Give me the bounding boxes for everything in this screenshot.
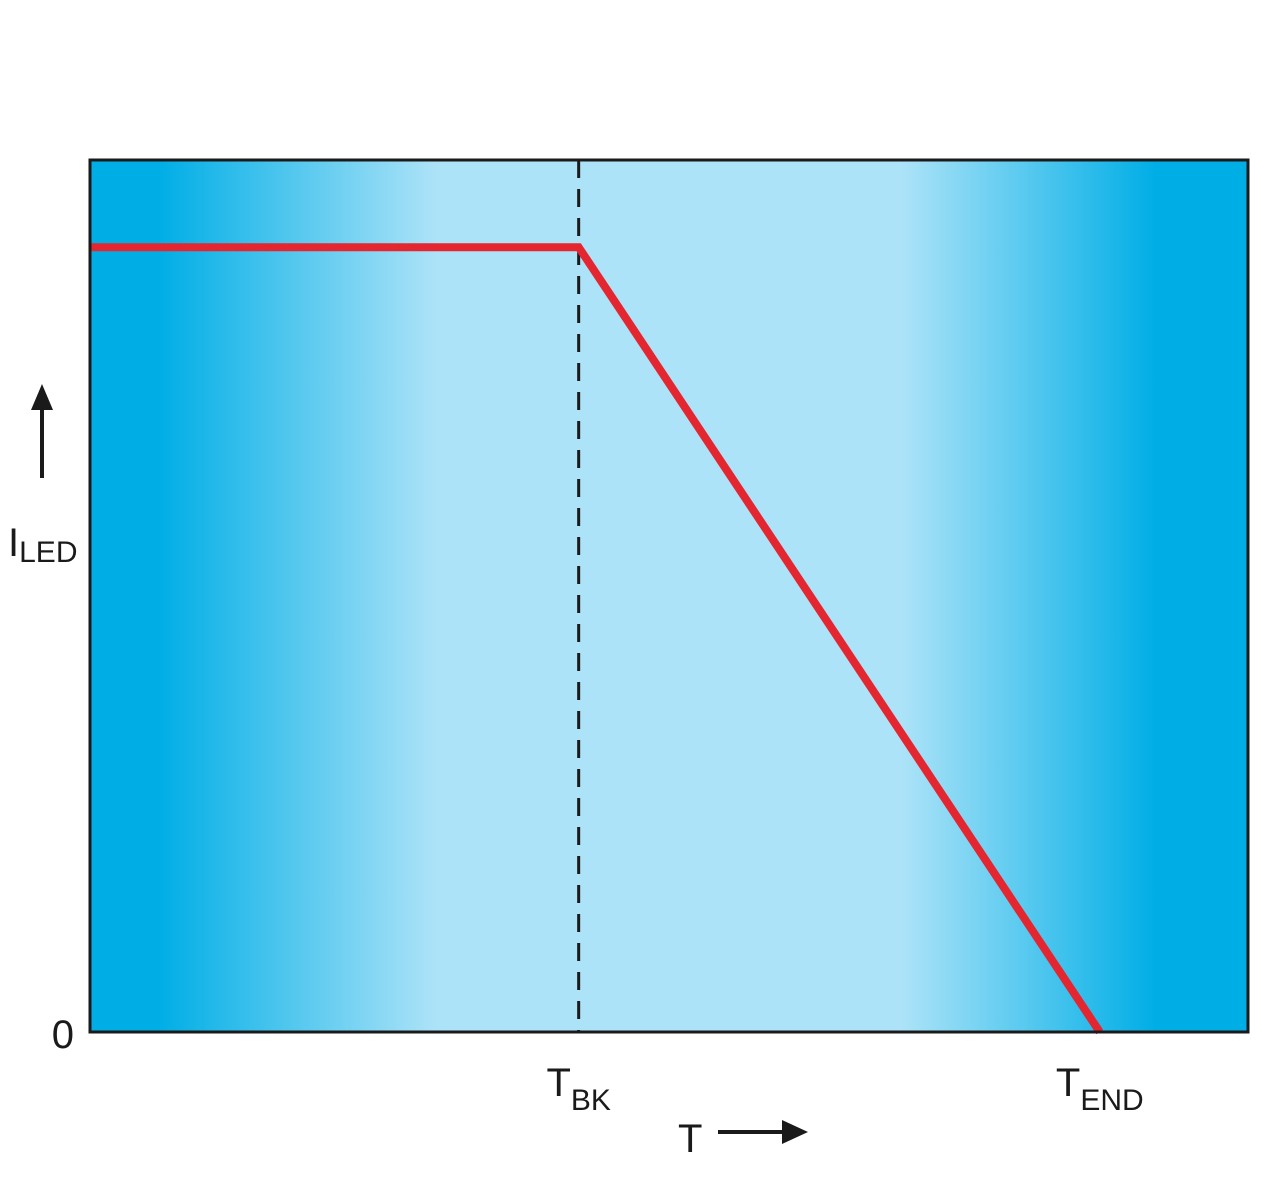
x-tick-label-0: TBK xyxy=(546,1061,610,1117)
plot-background xyxy=(90,160,1248,1032)
x-axis-label: T xyxy=(678,1117,702,1161)
y-axis-label-sub: LED xyxy=(19,536,77,569)
series-layer xyxy=(90,243,1104,1035)
plot-frame xyxy=(88,158,1250,1034)
y-axis-label-main: I xyxy=(8,521,19,565)
y-axis-ticks: 0 xyxy=(52,1013,74,1057)
y-tick-label-0: 0 xyxy=(52,1013,74,1057)
x-axis-arrow xyxy=(718,1120,808,1144)
x-tick-label-main-1: T xyxy=(1056,1061,1080,1105)
series-line-0 xyxy=(90,243,1104,1035)
x-tick-label-main-0: T xyxy=(546,1061,570,1105)
x-tick-label-1: TEND xyxy=(1056,1061,1144,1117)
x-axis-ticks: TBK TEND xyxy=(546,1061,1143,1117)
x-tick-label-sub-0: BK xyxy=(571,1084,611,1117)
x-tick-label-sub-1: END xyxy=(1080,1084,1143,1117)
y-axis-label: ILED xyxy=(8,521,77,569)
y-axis-arrow xyxy=(31,384,53,478)
